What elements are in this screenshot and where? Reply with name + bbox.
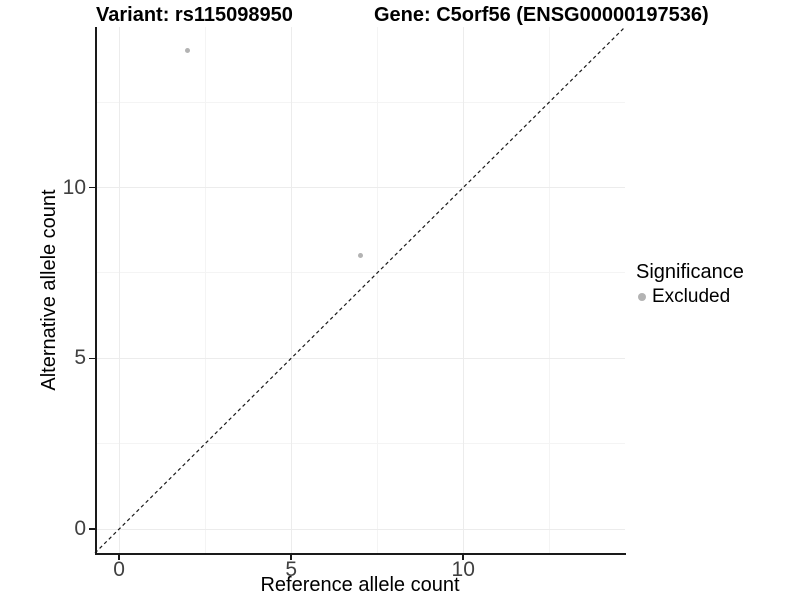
grid-major-horizontal (95, 528, 625, 530)
grid-major-vertical (118, 27, 120, 553)
data-point (357, 253, 363, 259)
y-axis-title: Alternative allele count (38, 189, 60, 391)
y-axis-line (95, 27, 97, 555)
grid-minor-vertical (548, 27, 550, 553)
y-tick-label: 5 (74, 346, 86, 370)
x-axis-tick (118, 554, 120, 560)
grid-minor-vertical (376, 27, 378, 553)
legend-title: Significance (636, 261, 744, 283)
x-tick-label: 0 (113, 558, 125, 581)
y-axis-tick (89, 528, 95, 530)
plot-panel (94, 26, 626, 554)
x-tick-label: 10 (451, 558, 475, 581)
x-axis-line (95, 553, 626, 555)
grid-major-horizontal (95, 357, 625, 359)
data-point (185, 48, 191, 54)
grid-minor-horizontal (95, 443, 625, 445)
grid-minor-horizontal (95, 101, 625, 103)
dashed-diagonal-line (94, 26, 626, 554)
identity-reference-line (94, 26, 626, 554)
legend: Significance Excluded (636, 259, 744, 309)
x-axis-tick (462, 554, 464, 560)
x-axis-title: Reference allele count (260, 574, 460, 596)
y-tick-label: 10 (62, 175, 86, 199)
grid-major-vertical (290, 27, 292, 553)
grid-minor-vertical (204, 27, 206, 553)
y-tick-label: 0 (74, 517, 86, 541)
x-axis-tick (290, 554, 292, 560)
y-axis-tick (89, 186, 95, 189)
plot-title-variant: Variant: rs115098950 (96, 4, 293, 26)
y-axis-tick (89, 357, 95, 360)
legend-item-excluded: Excluded (636, 285, 744, 309)
grid-major-vertical (462, 27, 464, 553)
grid-minor-horizontal (95, 272, 625, 274)
legend-item-label: Excluded (652, 286, 731, 307)
grid-major-horizontal (95, 187, 625, 189)
legend-key-dot-icon (638, 293, 646, 301)
plot-title-gene: Gene: C5orf56 (ENSG00000197536) (374, 4, 709, 26)
x-tick-label: 5 (285, 558, 297, 581)
